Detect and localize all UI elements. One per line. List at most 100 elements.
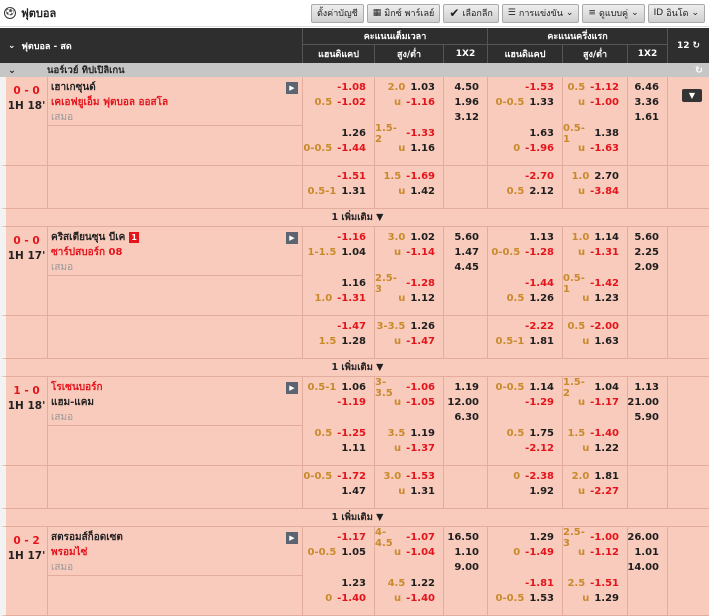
view-mode-dropdown[interactable]: ≡ ดูแบบคู่ ⌄ <box>582 3 645 23</box>
odds-line[interactable]: 0.5-1 1.81 <box>488 334 562 349</box>
odds-line[interactable]: -1.81 <box>488 576 562 591</box>
draw-label[interactable]: เสมอ <box>51 560 302 575</box>
odds-line[interactable]: -1.51 <box>303 169 374 184</box>
odds-line[interactable]: u -3.84 <box>563 184 627 199</box>
away-team[interactable]: ซาร์ปสบอร์ก 08 <box>51 245 302 260</box>
odds-line[interactable]: u -1.16 <box>375 95 443 110</box>
away-team[interactable]: แฮม-แคม <box>51 395 302 410</box>
odds-line[interactable]: -1.08 <box>303 80 374 95</box>
odds-line[interactable]: 9.00 <box>444 560 487 575</box>
account-settings-button[interactable]: ตั้งค่าบัญชี <box>310 3 364 23</box>
odds-line[interactable]: 1.5 -1.40 <box>563 426 627 441</box>
odds-line[interactable]: 5.90 <box>628 410 667 425</box>
odds-line[interactable]: 3.12 <box>444 110 487 125</box>
away-team[interactable]: เคเอฟยูเอ็ม ฟุตบอล ออสโล <box>51 95 302 110</box>
odds-line[interactable]: 0.5 -1.25 <box>303 426 374 441</box>
home-team[interactable]: คริสเตียนซุน บีเค 1 <box>51 230 302 245</box>
odds-line[interactable]: u -1.14 <box>375 245 443 260</box>
play-icon[interactable]: ▶ <box>286 232 298 244</box>
select-league-button[interactable]: ✔ เลือกลีก <box>443 3 499 23</box>
league-row[interactable]: ⌄ นอร์เวย์ ทิปเปิลิเกน ↻ <box>0 63 709 77</box>
odds-line[interactable]: 14.00 <box>627 560 667 575</box>
odds-line[interactable]: 1.29 <box>488 530 562 545</box>
odds-type-dropdown[interactable]: ID อินโด ⌄ <box>647 3 705 23</box>
refresh-button[interactable]: 12 ↻ <box>667 28 709 63</box>
odds-line[interactable]: 0.5 -1.02 <box>303 95 374 110</box>
odds-line[interactable]: 1.0 1.14 <box>563 230 627 245</box>
odds-line[interactable]: 1.13 <box>488 230 562 245</box>
odds-line[interactable]: 1.16 <box>303 276 374 291</box>
home-team[interactable]: โรเซนบอร์ก <box>51 380 302 395</box>
odds-line[interactable]: 0-0.5 1.05 <box>303 545 374 560</box>
odds-line[interactable]: 0 -2.38 <box>488 469 562 484</box>
odds-line[interactable]: -2.12 <box>488 441 562 456</box>
odds-line[interactable]: 1.19 <box>444 380 487 395</box>
odds-line[interactable]: 0 -1.96 <box>488 141 562 156</box>
odds-line[interactable]: 16.50 <box>444 530 487 545</box>
odds-line[interactable]: u -1.12 <box>563 545 627 560</box>
odds-line[interactable]: 0.5-1 1.06 <box>303 380 374 395</box>
odds-line[interactable]: 2.5-3 -1.28 <box>375 273 443 295</box>
odds-line[interactable]: 26.00 <box>627 530 667 545</box>
odds-line[interactable]: 2.5-3 -1.00 <box>563 527 627 549</box>
odds-line[interactable]: 0-0.5 -1.28 <box>488 245 562 260</box>
odds-line[interactable]: 0.5 1.26 <box>488 291 562 306</box>
odds-line[interactable]: 0 -1.49 <box>488 545 562 560</box>
odds-line[interactable]: 0.5-1 1.31 <box>303 184 374 199</box>
odds-line[interactable]: 5.60 <box>628 230 667 245</box>
odds-line[interactable]: -1.44 <box>488 276 562 291</box>
odds-line[interactable]: 0.5 1.75 <box>488 426 562 441</box>
play-icon[interactable]: ▶ <box>286 532 298 544</box>
more-bets-toggle[interactable]: 1 เพิ่มเติม ▼ <box>0 509 709 527</box>
odds-line[interactable]: 1.10 <box>444 545 487 560</box>
odds-line[interactable]: u -1.40 <box>375 591 443 606</box>
odds-line[interactable]: u 1.23 <box>563 291 627 306</box>
odds-line[interactable]: -1.53 <box>488 80 562 95</box>
odds-line[interactable]: 1.47 <box>303 484 374 499</box>
odds-line[interactable]: -1.16 <box>303 230 374 245</box>
odds-line[interactable]: u 1.31 <box>375 484 443 499</box>
odds-line[interactable]: 3.36 <box>628 95 667 110</box>
odds-line[interactable]: 3.0 -1.53 <box>375 469 443 484</box>
odds-line[interactable]: u -1.05 <box>375 395 443 410</box>
odds-line[interactable]: 1.5-2 1.04 <box>563 377 627 399</box>
odds-line[interactable]: u -1.00 <box>563 95 627 110</box>
odds-line[interactable]: 1.61 <box>628 110 667 125</box>
odds-line[interactable]: 2.09 <box>628 260 667 275</box>
odds-line[interactable]: u 1.22 <box>563 441 627 456</box>
odds-line[interactable]: u 1.29 <box>563 591 627 606</box>
odds-line[interactable]: 1.5 -1.69 <box>375 169 443 184</box>
odds-line[interactable]: 4.50 <box>444 80 487 95</box>
odds-line[interactable]: 1.47 <box>444 245 487 260</box>
odds-line[interactable]: 4-4.5 -1.07 <box>375 527 443 549</box>
odds-line[interactable]: 3-3.5 1.26 <box>375 319 443 334</box>
odds-line[interactable]: 1.92 <box>488 484 562 499</box>
odds-line[interactable]: 1.26 <box>303 126 374 141</box>
odds-line[interactable]: 1.01 <box>628 545 667 560</box>
odds-line[interactable]: u 1.42 <box>375 184 443 199</box>
odds-line[interactable]: 1.13 <box>628 380 667 395</box>
odds-line[interactable]: 2.5 -1.51 <box>563 576 627 591</box>
odds-line[interactable]: -1.19 <box>303 395 374 410</box>
odds-line[interactable]: 3.5 1.19 <box>375 426 443 441</box>
odds-line[interactable]: u -1.37 <box>375 441 443 456</box>
odds-line[interactable]: -2.22 <box>488 319 562 334</box>
odds-line[interactable]: 1.5-2 -1.33 <box>375 123 443 145</box>
away-team[interactable]: พรอมไซ่ <box>51 545 302 560</box>
home-team[interactable]: สตรอมส์ก็อดเซต <box>51 530 302 545</box>
odds-line[interactable]: 0-0.5 1.14 <box>488 380 562 395</box>
odds-line[interactable]: u 1.12 <box>375 291 443 306</box>
home-team[interactable]: เฮาเกซุนด์ <box>51 80 302 95</box>
odds-line[interactable]: 1.11 <box>303 441 374 456</box>
play-icon[interactable]: ▶ <box>286 82 298 94</box>
odds-line[interactable]: 0 -1.40 <box>303 591 374 606</box>
odds-line[interactable]: 3-3.5 -1.06 <box>375 377 443 399</box>
odds-line[interactable]: 6.30 <box>444 410 487 425</box>
odds-line[interactable]: 1.0 2.70 <box>563 169 627 184</box>
odds-line[interactable]: 0-0.5 -1.72 <box>303 469 374 484</box>
odds-line[interactable]: u -1.31 <box>563 245 627 260</box>
odds-line[interactable]: 0.5 2.12 <box>488 184 562 199</box>
odds-line[interactable]: u -1.04 <box>375 545 443 560</box>
odds-line[interactable]: 1.96 <box>444 95 487 110</box>
odds-line[interactable]: 0.5-1 1.38 <box>563 123 627 145</box>
